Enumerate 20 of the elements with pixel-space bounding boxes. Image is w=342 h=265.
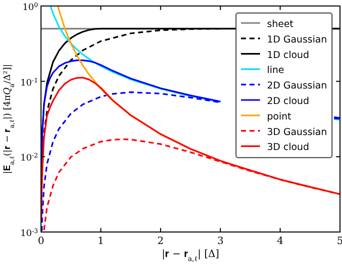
y-tick-label: 10$^{0}$ (22, 2, 38, 13)
x-tick-label: 2 (157, 236, 164, 247)
x-tick-label: 1 (98, 236, 104, 247)
legend-label: 1D cloud (267, 50, 310, 61)
x-tick-label: 4 (277, 236, 284, 247)
legend-label: 2D Gaussian (267, 80, 327, 92)
legend-label: 3D cloud (267, 142, 310, 154)
legend-label: 2D cloud (267, 96, 310, 107)
y-tick-label: 10$^{-1}$ (20, 76, 38, 88)
y-tick-label: 10$^{-2}$ (20, 152, 38, 164)
x-tick-label: 0 (38, 236, 44, 247)
x-axis-title: |𝐫 − 𝐫$_{a,ℓ}$| [Δ] (162, 249, 220, 263)
legend-label: sheet (267, 19, 294, 30)
y-tick-label: 10$^{-3}$ (20, 228, 38, 239)
legend-label: point (267, 111, 292, 122)
legend-label: line (267, 65, 284, 76)
legend-label: 3D Gaussian (267, 126, 327, 138)
legend-label: 1D Gaussian (267, 34, 327, 46)
x-tick-label: 3 (217, 236, 224, 247)
x-tick-label: 5 (336, 236, 342, 247)
